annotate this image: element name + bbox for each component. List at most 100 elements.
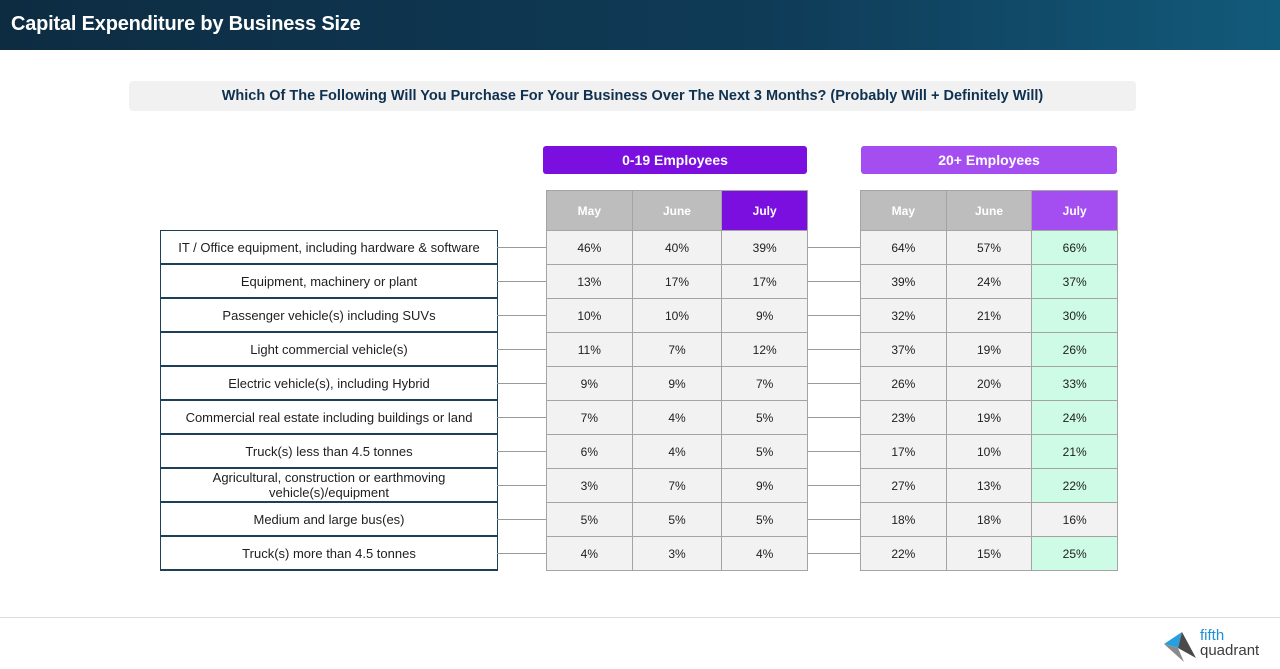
row-label-list: IT / Office equipment, including hardwar… <box>160 230 498 571</box>
table-row: 9% 9% 7% <box>546 366 808 401</box>
table-row: 22% 15% 25% <box>860 536 1118 571</box>
table-cell: 32% <box>860 298 947 333</box>
connector-line <box>497 417 546 418</box>
table-cell: 5% <box>631 502 723 537</box>
table-row: 3% 7% 9% <box>546 468 808 503</box>
table-cell: 9% <box>631 366 723 401</box>
table-cell: 4% <box>546 536 633 571</box>
table-row: 39% 24% 37% <box>860 264 1118 299</box>
table-cell: 6% <box>546 434 633 469</box>
table-cell: 17% <box>860 434 947 469</box>
connector-line <box>808 553 860 554</box>
row-label: Equipment, machinery or plant <box>161 265 497 299</box>
table-cell: 4% <box>721 536 808 571</box>
row-label: Light commercial vehicle(s) <box>161 333 497 367</box>
table-row: 4% 3% 4% <box>546 536 808 571</box>
connector-line <box>808 519 860 520</box>
table-cell: 33% <box>1031 366 1118 401</box>
table-cell: 64% <box>860 230 947 265</box>
table-cell: 24% <box>1031 400 1118 435</box>
table-cell: 10% <box>945 434 1033 469</box>
logo-word-fifth: fifth <box>1200 627 1225 644</box>
table-cell: 25% <box>1031 536 1118 571</box>
table-cell: 26% <box>860 366 947 401</box>
connector-line <box>808 349 860 350</box>
table-cell: 40% <box>631 230 723 265</box>
table-cell: 22% <box>860 536 947 571</box>
table-row: 23% 19% 24% <box>860 400 1118 435</box>
connector-line <box>497 315 546 316</box>
row-label: Truck(s) less than 4.5 tonnes <box>161 435 497 469</box>
group-header-large: 20+ Employees <box>861 146 1117 174</box>
column-header-july: July <box>1031 190 1118 231</box>
table-row: 11% 7% 12% <box>546 332 808 367</box>
row-label: Agricultural, construction or earthmovin… <box>161 469 497 503</box>
column-header-july: July <box>721 190 808 231</box>
page-title: Capital Expenditure by Business Size <box>11 13 361 35</box>
connector-line <box>808 451 860 452</box>
table-cell: 46% <box>546 230 633 265</box>
table-cell: 23% <box>860 400 947 435</box>
row-label: Commercial real estate including buildin… <box>161 401 497 435</box>
table-cell: 9% <box>721 298 808 333</box>
table-cell: 22% <box>1031 468 1118 503</box>
column-header-may: May <box>546 190 633 231</box>
row-label: IT / Office equipment, including hardwar… <box>161 231 497 265</box>
table-cell: 9% <box>721 468 808 503</box>
row-label: Truck(s) more than 4.5 tonnes <box>242 545 416 561</box>
table-cell: 7% <box>721 366 808 401</box>
group-header-small: 0-19 Employees <box>543 146 807 174</box>
page-header: Capital Expenditure by Business Size <box>0 0 1280 50</box>
table-cell: 37% <box>1031 264 1118 299</box>
table-row: 46% 40% 39% <box>546 230 808 265</box>
table-cell: 26% <box>1031 332 1118 367</box>
connector-line <box>497 451 546 452</box>
connector-line <box>808 417 860 418</box>
survey-question: Which Of The Following Will You Purchase… <box>129 81 1136 111</box>
column-header-june: June <box>631 190 723 231</box>
table-cell: 5% <box>721 400 808 435</box>
logo-word-quadrant: quadrant <box>1200 642 1260 659</box>
table-cell: 7% <box>631 332 723 367</box>
table-cell: 13% <box>945 468 1033 503</box>
column-header-may: May <box>860 190 947 231</box>
connector-line <box>497 349 546 350</box>
table-row: 17% 10% 21% <box>860 434 1118 469</box>
table-cell: 24% <box>945 264 1033 299</box>
connector-line <box>808 247 860 248</box>
table-row: 37% 19% 26% <box>860 332 1118 367</box>
table-cell: 19% <box>945 400 1033 435</box>
table-cell: 13% <box>546 264 633 299</box>
table-cell: 37% <box>860 332 947 367</box>
table-cell: 27% <box>860 468 947 503</box>
table-cell: 3% <box>631 536 723 571</box>
table-cell: 7% <box>631 468 723 503</box>
table-cell: 11% <box>546 332 633 367</box>
connector-line <box>808 485 860 486</box>
table-row: 32% 21% 30% <box>860 298 1118 333</box>
fifth-quadrant-logo-icon <box>1164 632 1196 662</box>
table-cell: 17% <box>721 264 808 299</box>
table-cell: 9% <box>546 366 633 401</box>
table-row: 64% 57% 66% <box>860 230 1118 265</box>
table-cell: 3% <box>546 468 633 503</box>
table-cell: 7% <box>546 400 633 435</box>
table-row: 13% 17% 17% <box>546 264 808 299</box>
table-cell: 19% <box>945 332 1033 367</box>
connector-line <box>497 485 546 486</box>
table-cell: 5% <box>721 502 808 537</box>
table-cell: 5% <box>546 502 633 537</box>
column-header-june: June <box>945 190 1033 231</box>
connector-line <box>497 281 546 282</box>
connector-line <box>497 519 546 520</box>
table-cell: 30% <box>1031 298 1118 333</box>
table-cell: 21% <box>945 298 1033 333</box>
row-label: Electric vehicle(s), including Hybrid <box>161 367 497 401</box>
table-row: 5% 5% 5% <box>546 502 808 537</box>
table-row: 10% 10% 9% <box>546 298 808 333</box>
connector-line <box>808 383 860 384</box>
table-cell: 16% <box>1031 502 1118 537</box>
table-cell: 17% <box>631 264 723 299</box>
connector-line <box>497 553 546 554</box>
table-cell: 4% <box>631 434 723 469</box>
